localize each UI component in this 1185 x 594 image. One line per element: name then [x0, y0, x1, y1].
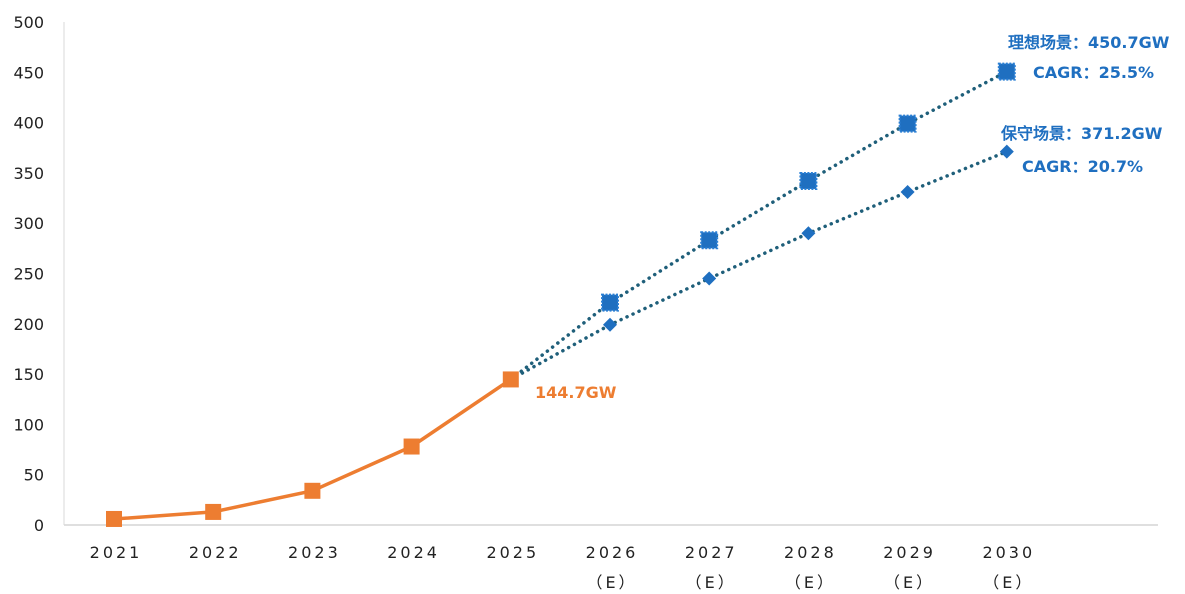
data-point-marker: [997, 62, 1016, 81]
data-point-marker: [205, 503, 222, 520]
data-point-marker: [702, 271, 717, 286]
y-axis-ticks: 0 50 100 150 200 250 300 350 400 450 500: [13, 13, 44, 535]
data-point-marker: [898, 114, 917, 133]
series-markers: [106, 62, 1016, 527]
x-tick-label: 2023: [288, 543, 341, 562]
x-tick-label: 2028: [784, 543, 837, 562]
x-tick-label: 2026: [586, 543, 639, 562]
annotation-conservative-scenario: 保守场景：371.2GW: [1000, 124, 1163, 143]
series-line-forecast: [509, 69, 1009, 382]
y-tick-label: 400: [13, 114, 44, 133]
y-tick-label: 150: [13, 365, 44, 384]
x-tick-sublabel: （E）: [785, 573, 836, 592]
x-tick-label: 2030: [982, 543, 1035, 562]
y-tick-label: 50: [24, 466, 44, 485]
series-lines: [113, 69, 1009, 521]
data-point-marker: [700, 231, 719, 250]
annotation-ideal-cagr: CAGR：25.5%: [1033, 63, 1154, 82]
data-point-marker: [900, 185, 915, 200]
y-tick-label: 100: [13, 415, 44, 434]
y-tick-label: 500: [13, 13, 44, 32]
x-tick-sublabel: （E）: [884, 573, 935, 592]
y-tick-label: 0: [34, 516, 44, 535]
x-tick-label: 2022: [189, 543, 242, 562]
data-point-marker: [801, 226, 816, 241]
annotations: 144.7GW 理想场景：450.7GW CAGR：25.5% 保守场景：371.2G…: [535, 33, 1170, 402]
y-tick-label: 200: [13, 315, 44, 334]
x-tick-sublabel: （E）: [686, 573, 737, 592]
x-tick-label: 2024: [387, 543, 440, 562]
data-point-marker: [603, 317, 617, 332]
y-tick-label: 250: [13, 265, 44, 284]
x-tick-sublabel: （E）: [586, 573, 637, 592]
data-point-marker: [601, 293, 619, 312]
y-tick-label: 350: [13, 164, 44, 183]
data-point-marker: [403, 438, 420, 455]
x-tick-label: 2025: [486, 543, 539, 562]
x-tick-sublabel: （E）: [983, 573, 1034, 592]
axes: [63, 22, 1158, 526]
series-line-forecast: [509, 149, 1009, 382]
annotation-label-2025: 144.7GW: [535, 383, 617, 402]
data-point-marker: [799, 171, 818, 190]
annotation-ideal-scenario: 理想场景：450.7GW: [1008, 33, 1170, 52]
x-axis-ticks: 2021 2022 2023 2024 2025 2026 （E） 2027 （E） 2028 （E…: [90, 543, 1035, 592]
data-point-marker: [502, 371, 519, 388]
x-tick-label: 2029: [883, 543, 936, 562]
data-point-marker: [999, 144, 1014, 159]
y-tick-label: 300: [13, 214, 44, 233]
x-tick-label: 2027: [685, 543, 738, 562]
x-tick-label: 2021: [90, 543, 143, 562]
y-tick-label: 450: [13, 63, 44, 82]
annotation-conservative-cagr: CAGR：20.7%: [1022, 157, 1143, 176]
data-point-marker: [304, 482, 321, 499]
data-point-marker: [106, 510, 122, 527]
